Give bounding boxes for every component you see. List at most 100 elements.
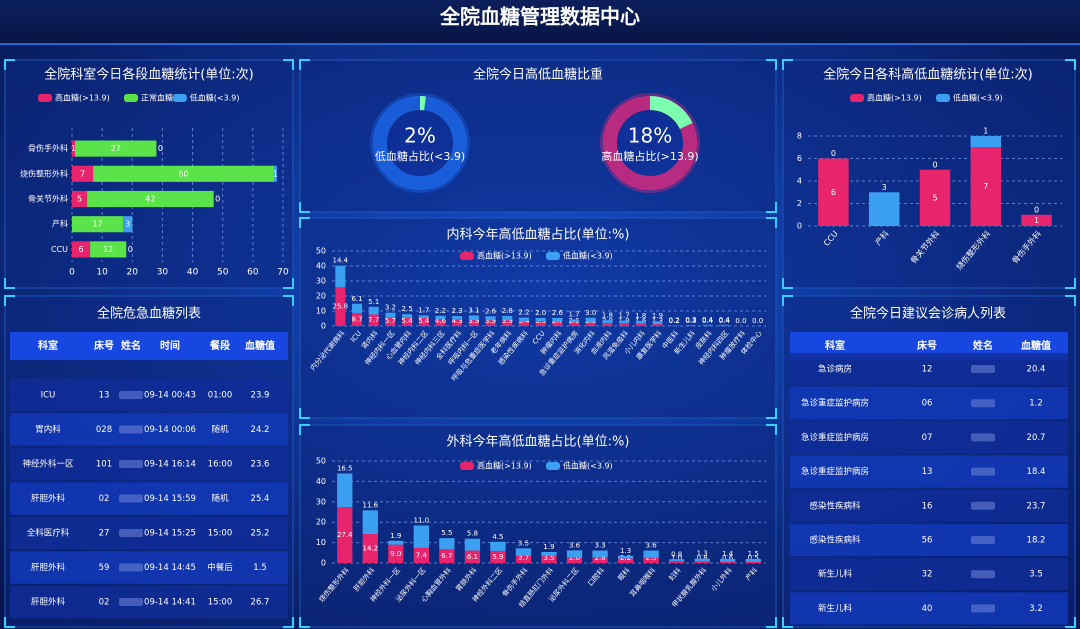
data-label: 3.9 [468,317,479,325]
bar-segment [518,320,529,326]
bar-segment [668,559,685,561]
bar-segment [592,550,608,558]
bar-segment [702,325,713,326]
corner [299,202,310,213]
title-bar [0,0,1080,44]
bar-segment [439,549,455,563]
data-label: 4.6 [435,317,447,325]
table-cell: 101 [96,460,112,470]
bar-segment [87,190,214,208]
data-label: 2.8 [594,554,605,562]
table-row-bg [10,378,288,412]
bar-segment [502,320,513,326]
corner [782,59,793,70]
table-cell: 急诊病房 [818,364,852,375]
bar-segment [337,473,353,508]
table-cell: 神经外科一区 [22,459,74,470]
data-label: 2.5 [646,554,657,562]
y-tick-label: 2 [797,199,802,208]
table-row-bg [10,585,288,619]
corner [299,408,310,419]
data-label: 1.5 [748,550,759,558]
table-cell: 15:00 [208,598,233,608]
data-label: 3.3 [594,542,605,550]
data-label: 1.8 [602,311,613,319]
data-label: 3.2 [385,304,396,312]
bar-segment [72,190,88,208]
bar-segment [619,320,630,324]
corner [283,295,294,306]
data-label: 2.3 [452,307,463,315]
y-tick-label: CCU [51,245,68,254]
table-title: 全院危急血糖列表 [97,306,201,322]
bar-segment [720,561,736,563]
data-label: 12 [103,245,113,254]
bar-segment [541,555,557,563]
data-label: 7 [983,182,988,191]
x-tick-label: 20 [127,268,139,278]
bar-segment [388,544,404,563]
chart-title: 外科今年高低血糖占比(单位:%) [447,434,630,450]
data-label: 7 [80,169,85,178]
data-label: 6.1 [351,295,362,303]
data-label: 3.9 [485,317,496,325]
table-cell: 23.7 [1027,501,1046,511]
data-label: 2.0 [535,309,546,317]
table-cell: 26.7 [251,598,270,608]
bar-segment [72,216,124,233]
bar-segment [818,158,849,226]
bar-segment [602,323,613,326]
table-cell: 028 [96,425,112,435]
x-tick-label: 60 [247,268,259,278]
data-label: 6 [831,188,836,197]
data-label: 3.5 [543,554,554,562]
table-cell: 23.9 [251,391,270,401]
corner [766,408,777,419]
blurred-name [971,467,995,476]
data-label: 5.4 [402,317,414,325]
bar-segment [617,555,634,559]
y-tick-label: 10 [316,307,326,316]
bar-segment [72,165,94,182]
corner [4,617,15,628]
table-row-bg [10,413,288,446]
bar-segment [335,265,346,288]
data-label: 2.6 [569,554,581,562]
data-label: 0 [158,144,163,153]
chart-title: 内科今年高低血糖占比(单位:%) [447,227,630,243]
bar-segment [273,165,277,182]
table-header: 血糖值 [245,339,275,352]
x-tick-label: 30 [157,268,169,278]
chart-title: 全院今日各科高低血糖统计(单位:次) [823,67,1033,83]
table-cell: 01:00 [208,391,233,401]
bar-segment [385,317,396,326]
data-label: 0.2 [669,316,680,324]
legend-label: 正常血糖 [141,93,173,103]
bar-segment [335,287,346,326]
table-cell: 25.2 [251,529,270,539]
bar-segment [468,315,479,321]
legend-swatch [124,94,138,102]
table-header: 时间 [160,339,180,352]
table-cell: 23.6 [251,460,270,470]
bar-segment [502,315,513,321]
data-label: 0 [831,149,836,158]
y-tick-label: 4 [797,177,802,186]
data-label: 27 [111,144,121,153]
legend-swatch [460,462,474,470]
legend-label: 高血糖(>13.9) [477,251,532,261]
data-label: 3.6 [646,542,658,550]
bar-segment [535,321,546,326]
y-tick-label: 30 [316,497,326,506]
bar-segment [402,317,413,326]
corner [1065,278,1076,289]
data-label: 7.4 [416,551,428,559]
data-label: 3.6 [569,541,581,549]
table-cell: 59 [99,563,110,573]
blurred-name [119,460,143,468]
data-label: 1.3 [620,547,631,555]
table-cell: 感染性疾病科 [809,500,861,511]
donut-value: 18% [628,124,672,148]
